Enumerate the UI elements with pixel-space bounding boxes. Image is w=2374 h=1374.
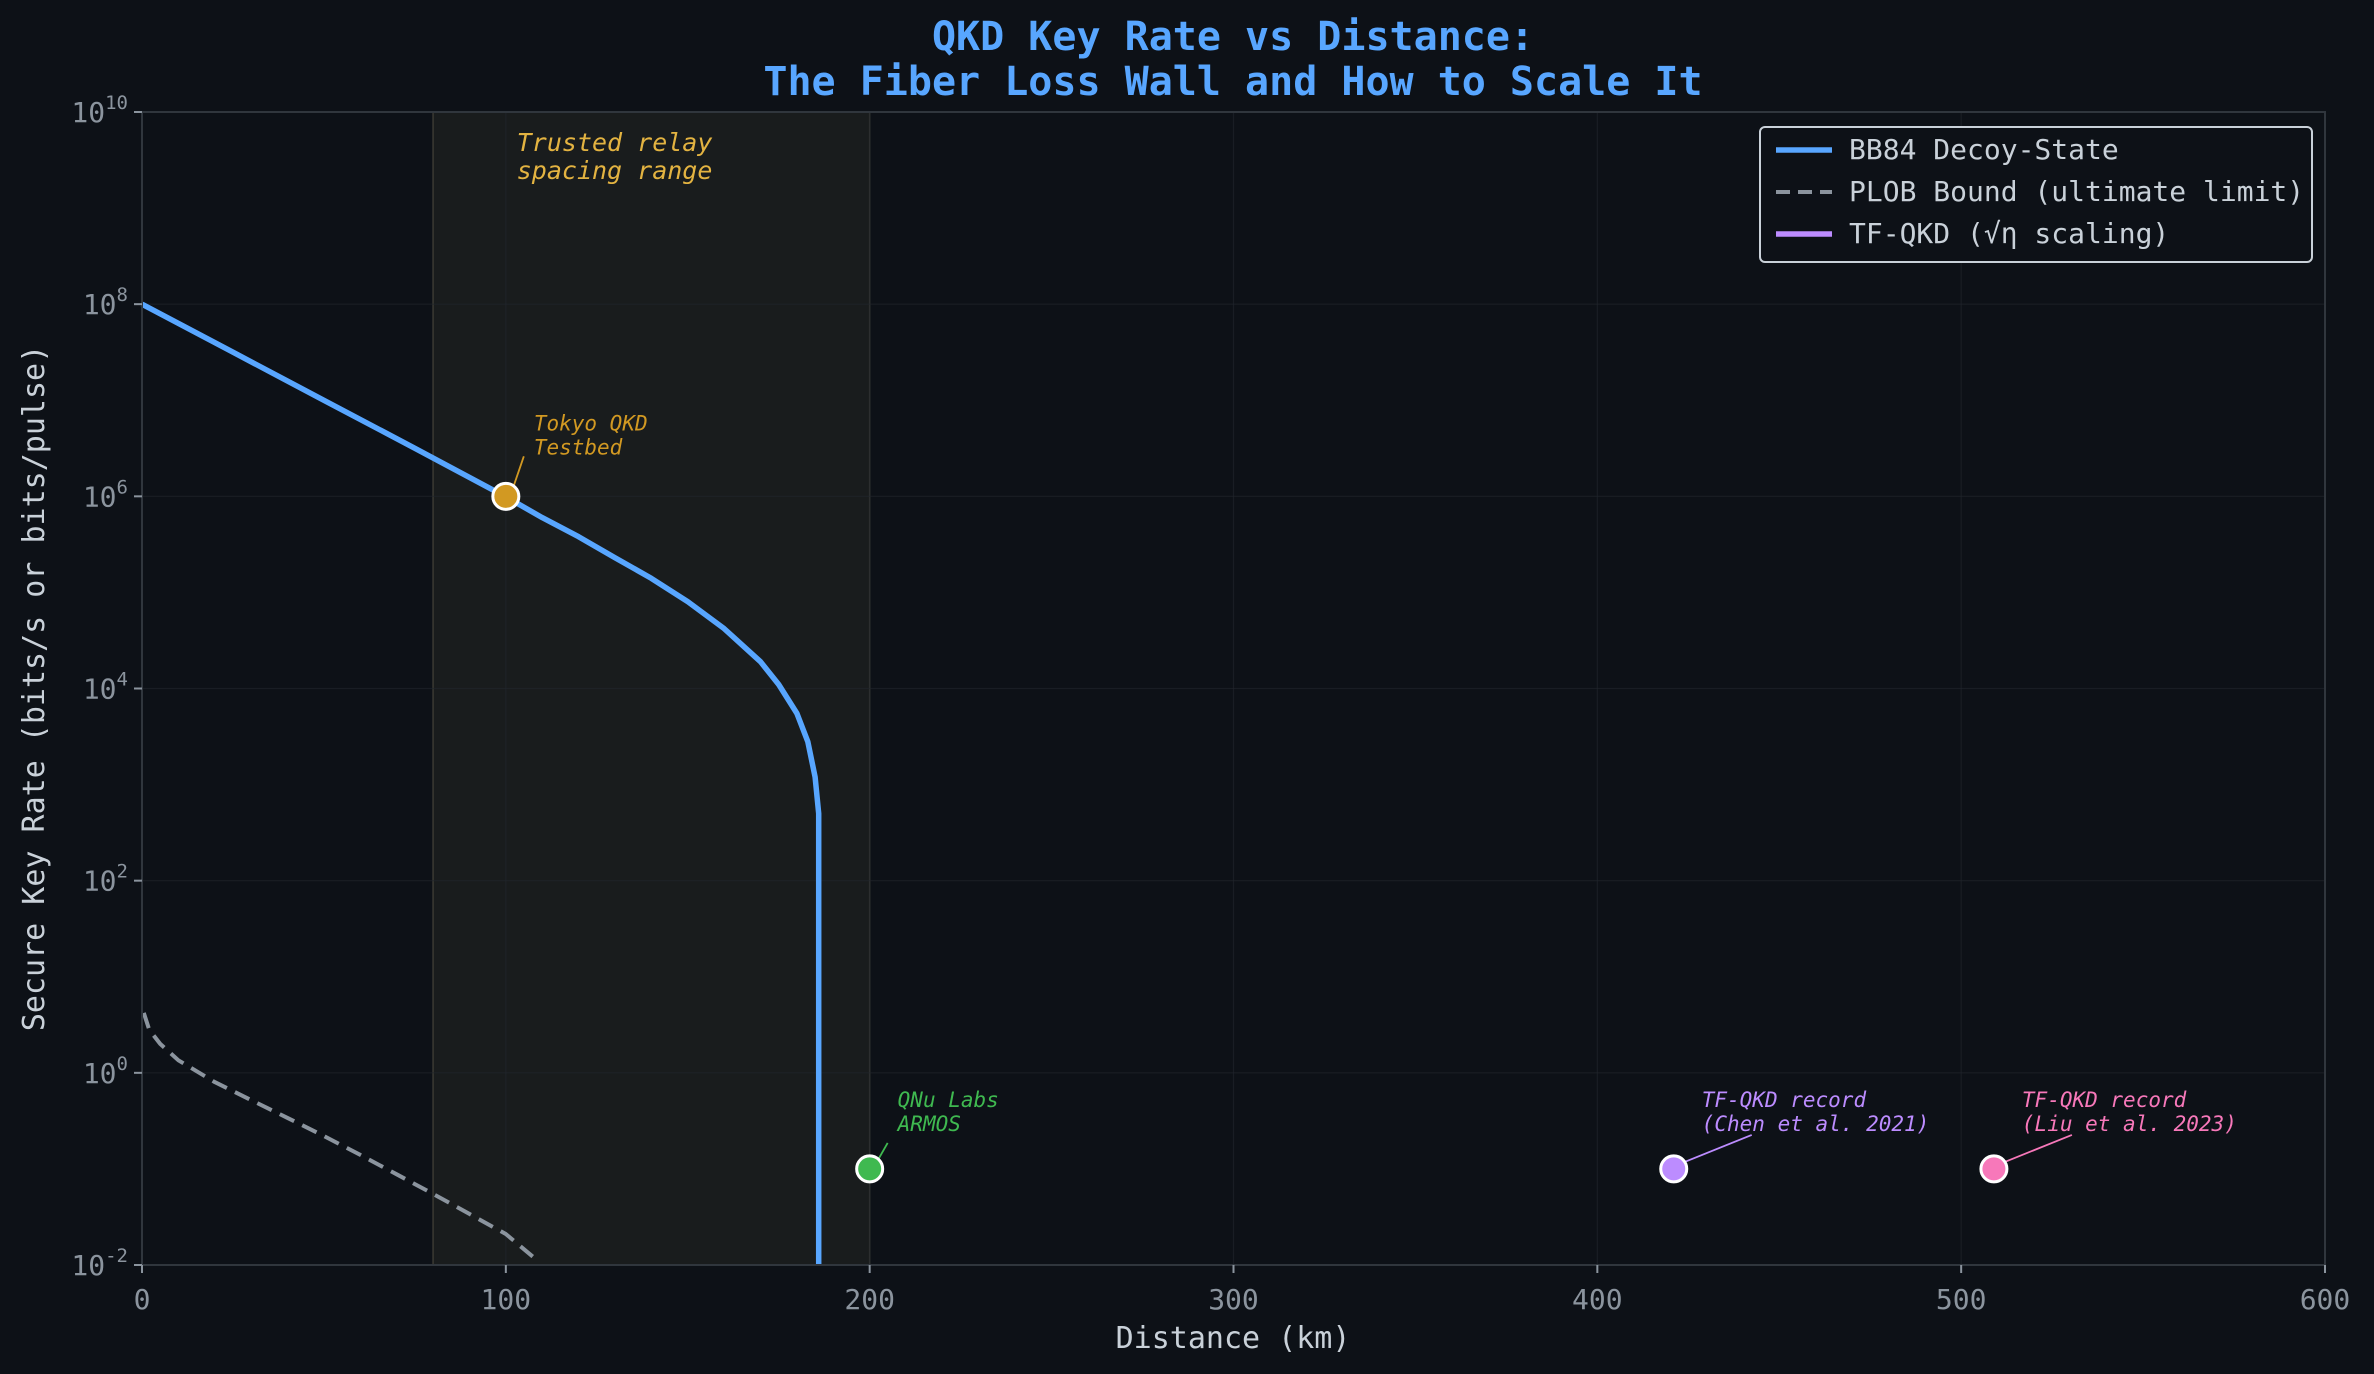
x-tick-label: 200: [844, 1283, 895, 1316]
legend: BB84 Decoy-State PLOB Bound (ultimate lim…: [1759, 126, 2313, 263]
series-layer: [140, 301, 822, 1265]
marker-point: [855, 1154, 885, 1184]
series-line-0: [140, 301, 822, 1265]
legend-box: [1759, 126, 2313, 263]
x-axis-label: Distance (km): [1116, 1321, 1351, 1356]
x-tick-label: 500: [1936, 1283, 1987, 1316]
x-tick-label: 400: [1572, 1283, 1623, 1316]
legend-label-2: TF-QKD (√η scaling): [1849, 217, 2169, 250]
y-axis-label: Secure Key Rate (bits/s or bits/pulse): [17, 345, 52, 1031]
y-tick-label: 104: [83, 669, 128, 706]
y-tick-base: 10: [83, 1057, 117, 1090]
x-tick-label: 300: [1208, 1283, 1259, 1316]
marker-label-line1: Tokyo QKD: [534, 411, 648, 435]
x-tick-label: 100: [481, 1283, 532, 1316]
legend-label-0: BB84 Decoy-State: [1849, 133, 2119, 166]
trusted-relay-label-line1: Trusted relay: [517, 128, 713, 157]
x-tick-label: 0: [134, 1283, 151, 1316]
legend-label-1: PLOB Bound (ultimate limit): [1849, 175, 2304, 208]
y-tick-label: 10-2: [71, 1245, 128, 1282]
y-tick-label: 100: [83, 1053, 128, 1090]
y-tick-exponent: 6: [117, 476, 128, 498]
y-tick-exponent: -2: [105, 1245, 128, 1267]
x-axis: 0 100 200 300 400 500 600: [134, 1265, 2351, 1316]
x-tick-label: 600: [2300, 1283, 2351, 1316]
y-tick-label: 102: [83, 861, 128, 898]
y-tick-base: 10: [83, 480, 117, 513]
marker-label-line2: ARMOS: [896, 1112, 961, 1136]
marker-layer: [491, 481, 2009, 1184]
series-line-1: [141, 1012, 537, 1260]
chart-title-line2: The Fiber Loss Wall and How to Scale It: [763, 59, 1702, 105]
y-tick-base: 10: [71, 96, 105, 129]
marker-label-line1: TF-QKD record: [2022, 1088, 2187, 1112]
y-tick-base: 10: [83, 673, 117, 706]
y-tick-exponent: 10: [105, 92, 128, 114]
y-tick-base: 10: [83, 288, 117, 321]
y-tick-exponent: 4: [117, 669, 128, 691]
marker-leader-line: [1679, 1134, 1753, 1165]
chart-title-line1: QKD Key Rate vs Distance:: [932, 14, 1534, 60]
y-tick-label: 108: [83, 284, 128, 321]
y-tick-base: 10: [71, 1249, 105, 1282]
y-tick-base: 10: [83, 865, 117, 898]
y-tick-exponent: 2: [117, 861, 128, 883]
marker-label-line1: TF-QKD record: [1702, 1088, 1867, 1112]
marker-label-line1: QNu Labs: [898, 1088, 999, 1112]
marker-leader-line: [1999, 1134, 2073, 1165]
marker-point: [491, 481, 521, 511]
marker-label-line2: (Liu et al. 2023): [2022, 1112, 2237, 1136]
y-tick-label: 1010: [71, 92, 128, 129]
y-tick-label: 106: [83, 476, 128, 513]
marker-point: [1659, 1154, 1689, 1184]
trusted-relay-label-line2: spacing range: [517, 156, 713, 185]
y-tick-exponent: 8: [117, 284, 128, 306]
marker-point: [1979, 1154, 2009, 1184]
y-tick-exponent: 0: [117, 1053, 128, 1075]
marker-label-line2: (Chen et al. 2021): [1702, 1112, 1930, 1136]
marker-label-line2: Testbed: [534, 435, 623, 459]
